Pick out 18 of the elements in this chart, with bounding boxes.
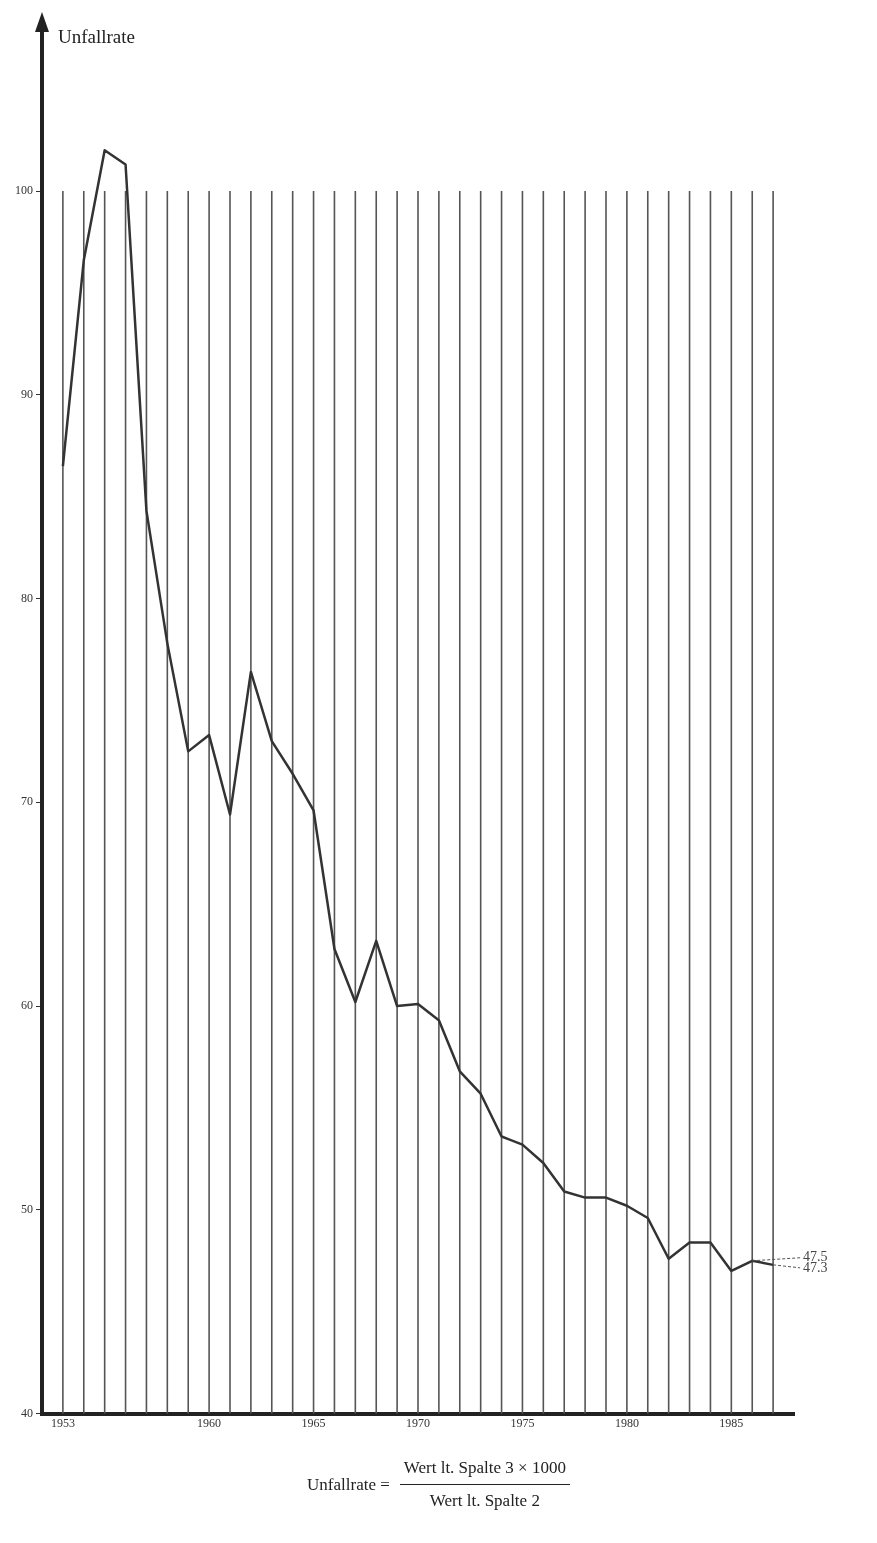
x-tick-label: 1965 xyxy=(301,1415,326,1430)
y-tick-label: 70 xyxy=(21,794,33,809)
x-tick-label: 1975 xyxy=(510,1415,535,1430)
x-tick-label: 1985 xyxy=(719,1415,744,1430)
y-axis-title: Unfallrate xyxy=(58,25,136,47)
x-tick-label: 1960 xyxy=(197,1415,222,1430)
x-tick-label: 1953 xyxy=(50,1415,75,1430)
x-tick-label: 1970 xyxy=(406,1415,430,1430)
y-tick-label: 60 xyxy=(21,998,33,1013)
y-tick-label: 50 xyxy=(21,1201,33,1216)
y-tick-label: 40 xyxy=(21,1405,33,1420)
y-tick-label: 100 xyxy=(15,183,33,198)
y-tick-label: 90 xyxy=(21,386,33,401)
x-tick-label: 1980 xyxy=(614,1415,639,1430)
text: Unfallrate = xyxy=(307,1474,390,1495)
text: Wert lt. Spalte 3 × 1000 xyxy=(402,1458,567,1479)
text: Wert lt. Spalte 2 xyxy=(399,1484,570,1511)
y-tick-label: 80 xyxy=(21,590,33,605)
